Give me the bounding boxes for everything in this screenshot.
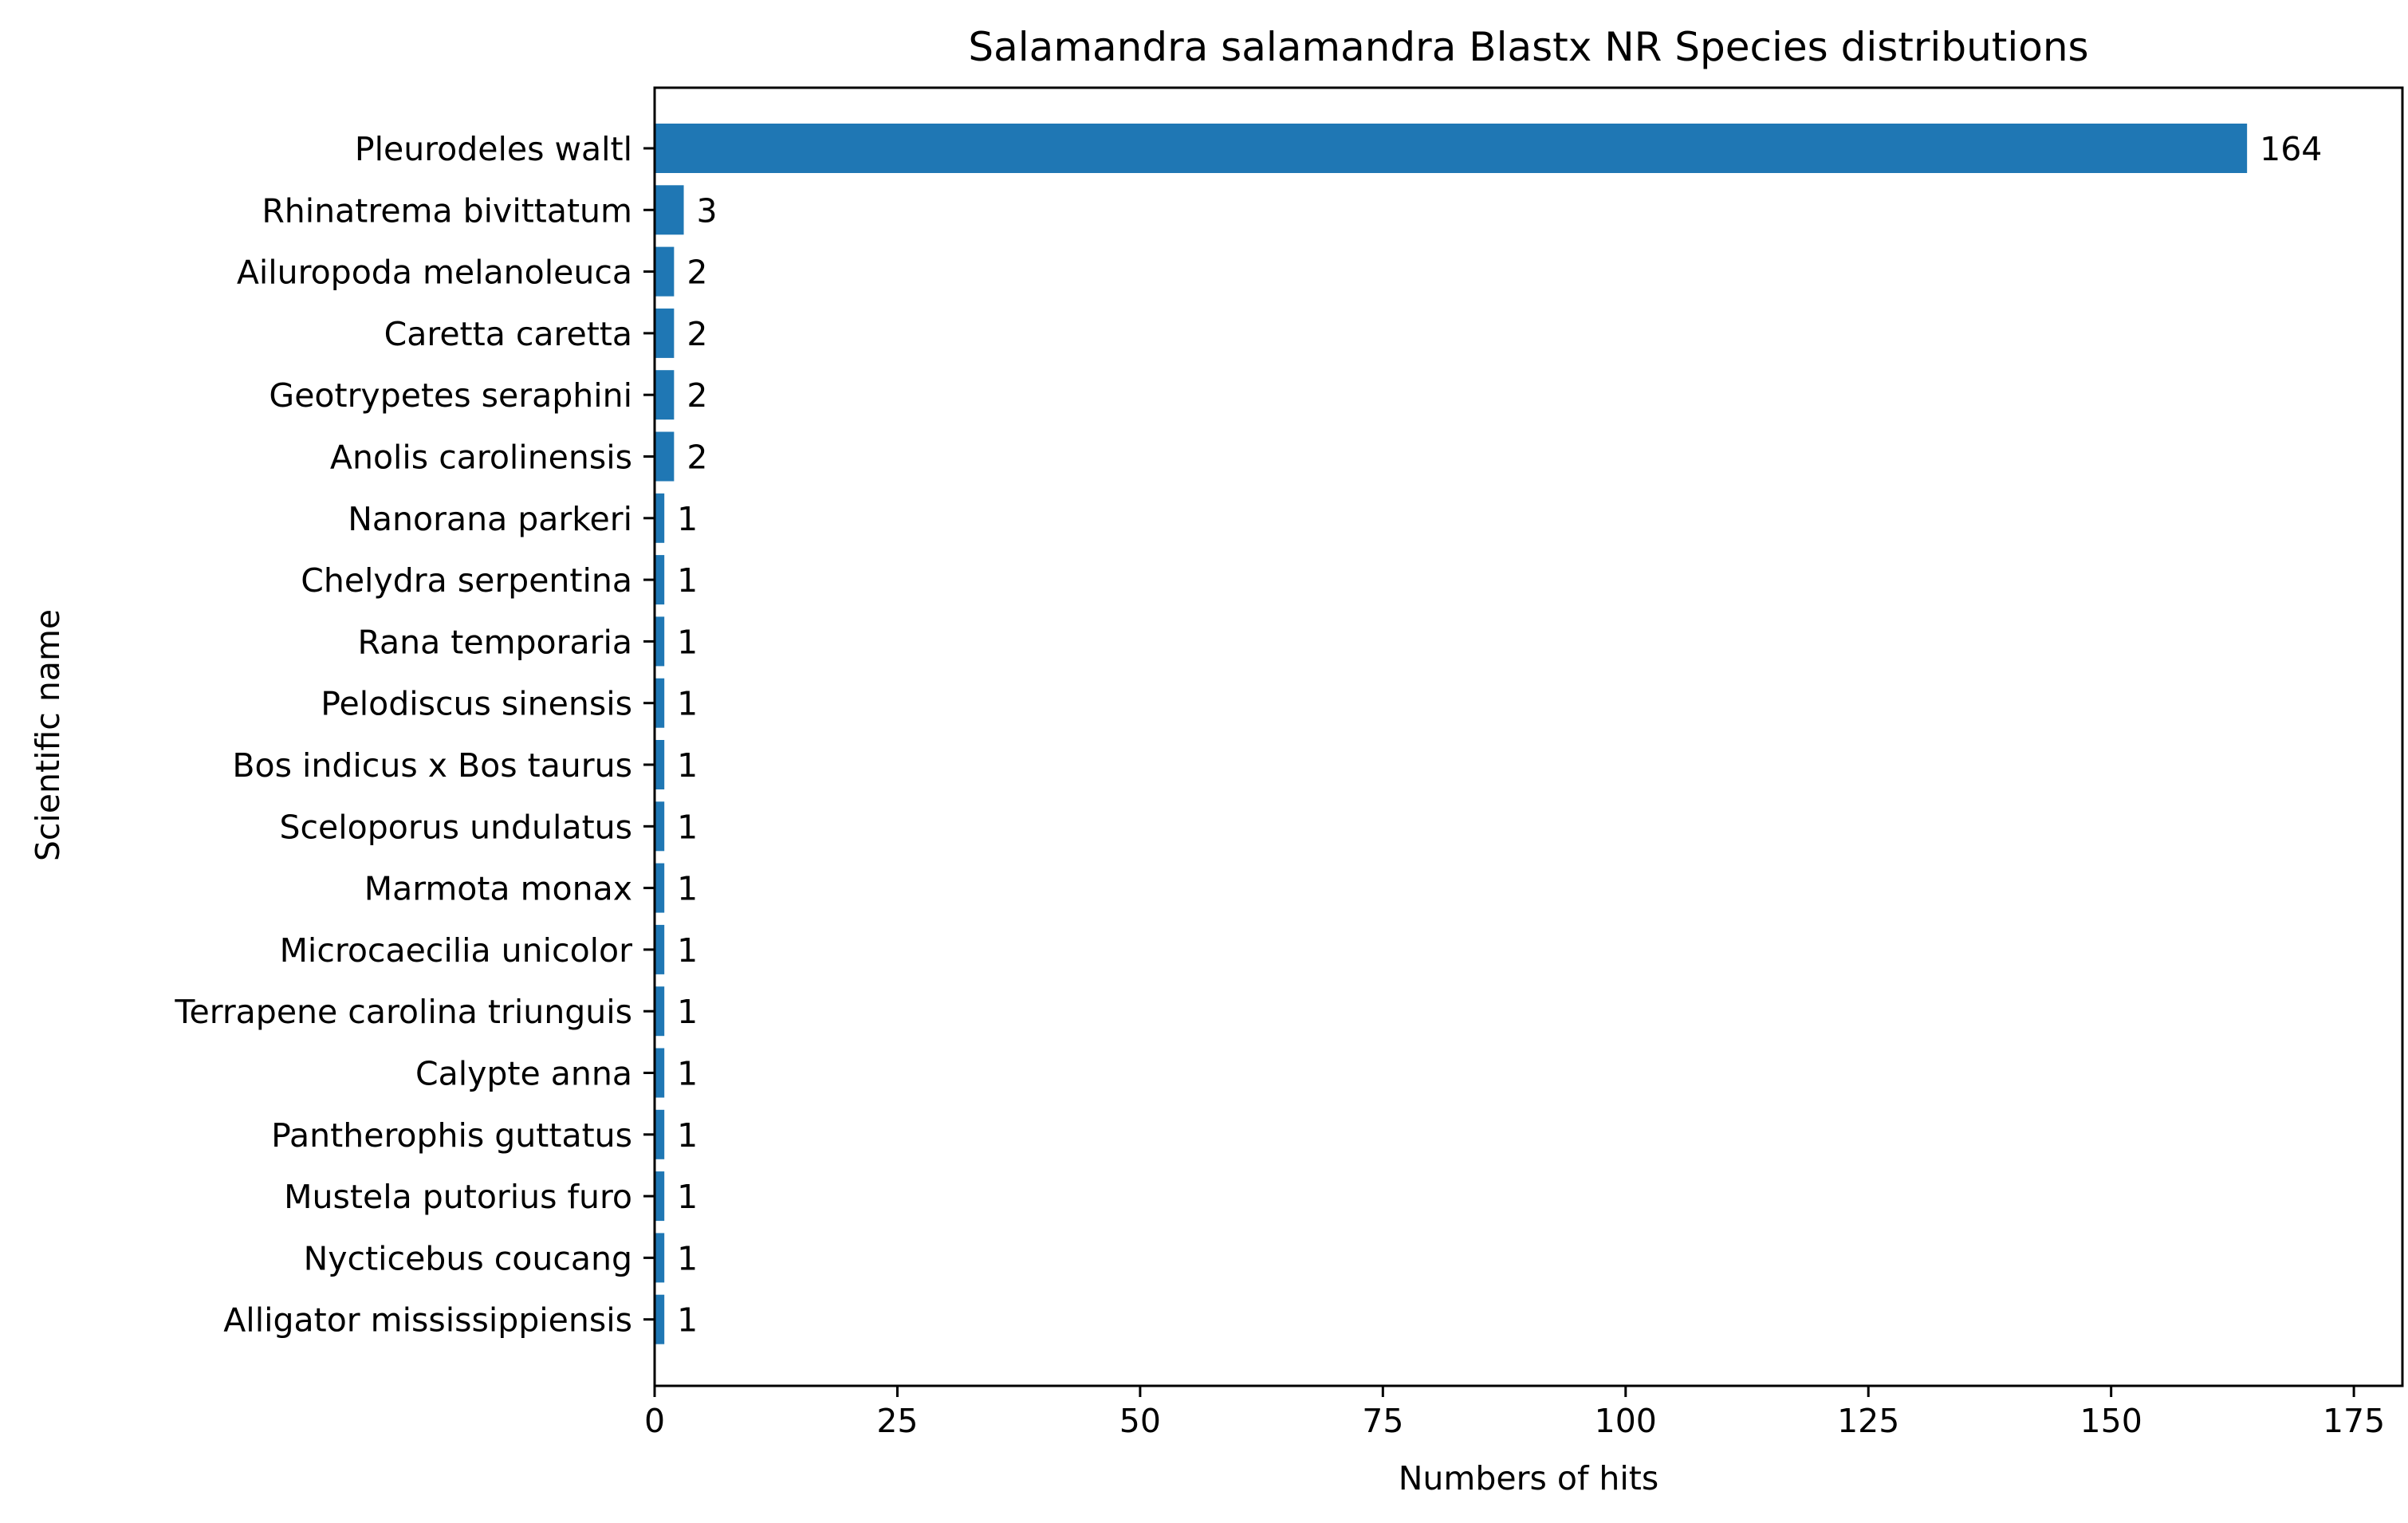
bar <box>655 863 665 913</box>
bar <box>655 493 665 543</box>
bar <box>655 555 665 605</box>
bar-value-label: 1 <box>677 993 698 1031</box>
y-axis-title: Scientific name <box>29 609 67 861</box>
bar <box>655 1171 665 1222</box>
bar-value-label: 1 <box>677 623 698 661</box>
bar <box>655 986 665 1037</box>
bar-value-label: 1 <box>677 1116 698 1155</box>
y-tick-label: Chelydra serpentina <box>301 561 632 600</box>
bar-value-label: 1 <box>677 1178 698 1216</box>
bar-value-label: 1 <box>677 808 698 846</box>
bar <box>655 1233 665 1283</box>
y-tick-label: Calypte anna <box>415 1055 632 1093</box>
bar-value-label: 2 <box>687 439 707 477</box>
y-tick-label: Terrapene carolina triunguis <box>174 993 632 1031</box>
y-tick-label: Mustela putorius furo <box>284 1178 632 1216</box>
bar-value-label: 2 <box>687 254 707 292</box>
y-tick-label: Alligator mississippiensis <box>223 1301 632 1340</box>
y-tick-label: Rhinatrema bivittatum <box>262 191 632 230</box>
bar-value-label: 1 <box>677 500 698 538</box>
x-axis-title: Numbers of hits <box>1399 1459 1658 1497</box>
y-tick-label: Ailuropoda melanoleuca <box>237 254 632 292</box>
x-axis: 0 25 50 75 100 125 150 175 <box>644 1386 2385 1440</box>
bar <box>655 740 665 789</box>
y-tick-label: Geotrypetes seraphini <box>269 376 632 415</box>
x-tick-label: 150 <box>2080 1402 2142 1440</box>
x-tick-label: 50 <box>1119 1402 1161 1440</box>
bar-value-label: 1 <box>677 746 698 785</box>
y-axis: Pleurodeles waltl Rhinatrema bivittatum Ai… <box>174 130 655 1340</box>
y-tick-label: Nycticebus coucang <box>304 1239 632 1277</box>
bar-value-label: 1 <box>677 1055 698 1093</box>
x-tick-label: 175 <box>2323 1402 2385 1440</box>
bar-value-label: 2 <box>687 376 707 415</box>
bar <box>655 616 665 667</box>
bar <box>655 185 684 235</box>
y-tick-label: Anolis carolinensis <box>330 439 632 477</box>
bar-value-label: 1 <box>677 870 698 908</box>
bar-value-label: 1 <box>677 1301 698 1340</box>
bar <box>655 1109 665 1159</box>
bar-value-label: 164 <box>2260 130 2322 168</box>
bar-value-label: 1 <box>677 685 698 723</box>
bar <box>655 801 665 852</box>
bar-value-label: 3 <box>697 191 718 230</box>
x-tick-label: 0 <box>644 1402 665 1440</box>
y-tick-label: Sceloporus undulatus <box>279 808 632 846</box>
bar <box>655 678 665 728</box>
bar <box>655 924 665 974</box>
bar <box>655 308 675 358</box>
bar-value-label: 2 <box>687 315 707 353</box>
y-tick-label: Nanorana parkeri <box>348 500 632 538</box>
x-tick-label: 75 <box>1362 1402 1403 1440</box>
y-tick-label: Bos indicus x Bos taurus <box>232 746 632 785</box>
x-tick-label: 100 <box>1595 1402 1657 1440</box>
bar-value-label: 1 <box>677 561 698 600</box>
plot-area: 164 3 2 2 2 2 1 1 1 1 1 1 1 1 1 1 1 1 1 1 <box>655 124 2322 1344</box>
plot-frame <box>653 86 2404 1387</box>
y-tick-label: Pelodiscus sinensis <box>321 685 632 723</box>
y-tick-label: Pantherophis guttatus <box>271 1116 632 1155</box>
bar-value-label: 1 <box>677 931 698 970</box>
y-tick-label: Pleurodeles waltl <box>355 130 632 168</box>
y-tick-label: Microcaecilia unicolor <box>280 931 633 970</box>
x-tick-label: 25 <box>876 1402 918 1440</box>
bar-value-label: 1 <box>677 1239 698 1277</box>
y-tick-label: Marmota monax <box>364 870 632 908</box>
bar <box>655 246 675 297</box>
bar <box>655 124 2248 173</box>
bar <box>655 1048 665 1098</box>
bar <box>655 1294 665 1344</box>
bar <box>655 370 675 420</box>
chart-title: Salamandra salamandra Blastx NR Species … <box>968 24 2088 70</box>
bar <box>655 431 675 482</box>
x-tick-label: 125 <box>1837 1402 1899 1440</box>
y-tick-label: Caretta caretta <box>384 315 632 353</box>
y-tick-label: Rana temporaria <box>357 623 632 661</box>
